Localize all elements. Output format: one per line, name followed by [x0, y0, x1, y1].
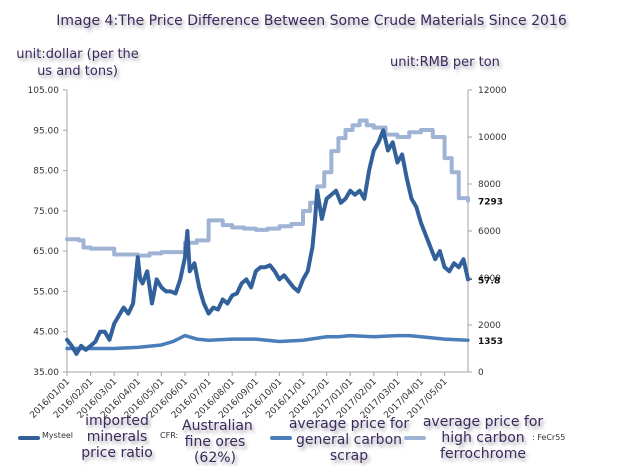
left-y-tick-label: 85.00 — [33, 167, 59, 177]
left-y-tick-label: 105.00 — [28, 86, 60, 96]
right-y-tick-label: 6000 — [478, 227, 501, 237]
end-label-iron-ore: 57.8 — [478, 276, 500, 286]
end-label-ferrochrome: 7293 — [478, 198, 503, 208]
legend-ferrochrome-label: average price for high carbon ferrochrom… — [422, 414, 544, 462]
right-y-tick-label: 2000 — [478, 321, 501, 331]
legend-cfr-label: CFR: — [160, 431, 179, 440]
legend-scrap-label: average price for general carbon scrap — [288, 416, 410, 464]
right-y-tick-label: 10000 — [478, 133, 507, 143]
series-iron-ore-line — [65, 128, 470, 356]
legend-fecr55-label: : FeCr55 — [532, 433, 566, 442]
legend-swatch-ferrochrome — [404, 436, 426, 440]
left-y-tick-label: 75.00 — [33, 207, 59, 217]
left-y-tick-label: 95.00 — [33, 126, 59, 136]
right-y-tick-label: 0 — [478, 368, 484, 378]
right-y-tick-label: 4000 — [478, 274, 501, 284]
end-label-scrap: 1353 — [478, 337, 503, 347]
legend-swatch-scrap — [270, 436, 292, 440]
left-axis-unit-label: unit:dollar (per the us and tons) — [16, 47, 139, 79]
right-y-tick-label: 12000 — [478, 86, 507, 96]
legend-swatch-iron-ore — [18, 436, 40, 440]
left-y-tick-label: 45.00 — [33, 328, 59, 338]
chart-title: Image 4:The Price Difference Between Som… — [56, 13, 567, 29]
legend-mysteel-label: Mysteel — [42, 431, 74, 440]
right-y-tick-label: 8000 — [478, 180, 501, 190]
left-y-tick-label: 35.00 — [33, 368, 59, 378]
left-y-tick-label: 55.00 — [33, 287, 59, 297]
series-scrap-line — [65, 333, 470, 351]
series-ferrochrome-line — [65, 118, 470, 258]
right-axis-unit-label: unit:RMB per ton — [390, 55, 500, 70]
legend-iron-ore-label: imported minerals price ratio — [81, 413, 153, 461]
legend-australian-fine-ores-label: Australian fine ores (62%) — [182, 418, 253, 466]
left-y-tick-label: 65.00 — [33, 247, 59, 257]
